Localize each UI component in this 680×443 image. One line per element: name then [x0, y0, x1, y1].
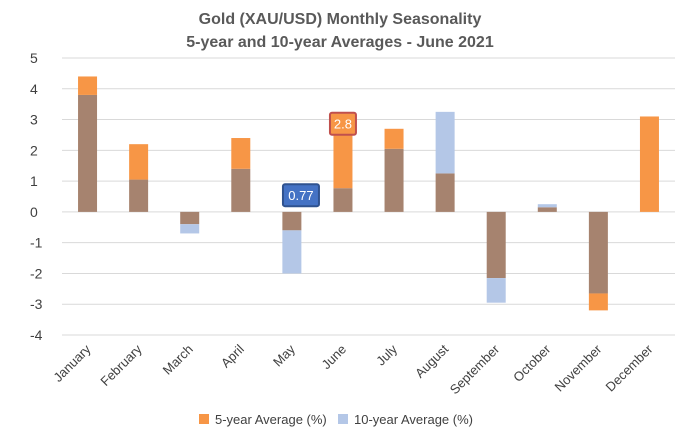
x-axis-categories: January February March April May June July Augu… — [50, 341, 656, 397]
bar-september-overlap — [486, 211, 506, 279]
annotation-box-5-year-average — [328, 111, 357, 136]
x-tick-label-october: October — [510, 341, 554, 385]
legend-label-5yr: 5-year Average (%) — [215, 412, 327, 427]
legend: 5-year Average (%) 10-year Average (%) — [199, 412, 473, 427]
x-tick-label-december: December — [603, 341, 656, 394]
bar-april-5yr — [231, 138, 251, 169]
annotations: 2.8 0.77 — [281, 111, 357, 208]
y-axis-ticks: -4 -3 -2 -1 0 1 2 3 4 5 — [30, 50, 43, 343]
bar-june-5yr — [333, 125, 353, 189]
x-tick-label-may: May — [270, 341, 298, 369]
x-tick-label-august: August — [412, 341, 451, 380]
bar-march-10yr — [180, 224, 200, 234]
bar-june-overlap — [333, 188, 353, 212]
legend-swatch-5yr — [199, 414, 209, 424]
bar-august-overlap — [435, 173, 455, 212]
bar-october-overlap — [537, 207, 557, 212]
bar-november-5yr — [588, 293, 608, 311]
y-tick-label: 5 — [30, 50, 38, 66]
bars — [78, 76, 659, 311]
y-tick-label: -4 — [30, 327, 43, 343]
bar-may-overlap — [282, 211, 302, 231]
bar-october-10yr — [537, 204, 557, 208]
bar-september-10yr — [486, 278, 506, 303]
y-tick-label: 4 — [30, 81, 38, 97]
x-tick-label-january: January — [50, 341, 94, 385]
bar-july-overlap — [384, 148, 404, 212]
bar-february-overlap — [129, 179, 149, 212]
x-tick-label-march: March — [160, 342, 196, 378]
y-tick-label: -1 — [30, 235, 43, 251]
bar-february-5yr — [129, 144, 149, 180]
bar-august-10yr — [435, 111, 455, 174]
y-tick-label: 0 — [30, 204, 38, 220]
y-tick-label: 1 — [30, 173, 38, 189]
bar-may-10yr — [282, 230, 302, 274]
x-tick-label-september: September — [447, 341, 503, 397]
annotation-box-10-year-average — [281, 183, 320, 208]
x-tick-label-april: April — [218, 341, 247, 370]
bar-january-5yr — [78, 76, 98, 95]
bar-january-overlap — [78, 94, 98, 212]
y-tick-label: 2 — [30, 142, 38, 158]
legend-label-10yr: 10-year Average (%) — [354, 412, 473, 427]
bar-april-overlap — [231, 168, 251, 212]
x-tick-label-november: November — [551, 341, 604, 394]
gridlines — [62, 57, 675, 336]
x-tick-label-february: February — [97, 341, 145, 389]
y-tick-label: -2 — [30, 265, 43, 281]
bar-march-overlap — [180, 211, 200, 225]
x-tick-label-june: June — [319, 342, 350, 373]
x-tick-label-july: July — [373, 341, 400, 368]
legend-swatch-10yr — [338, 414, 348, 424]
data-label-june-10yr: 0.77 — [288, 188, 313, 203]
y-tick-label: -3 — [30, 296, 43, 312]
chart-title: Gold (XAU/USD) Monthly Seasonality — [199, 11, 482, 28]
chart-subtitle: 5-year and 10-year Averages - June 2021 — [186, 34, 494, 51]
data-label-june-5yr: 2.8 — [334, 117, 352, 132]
y-tick-label: 3 — [30, 112, 38, 128]
bar-november-overlap — [588, 211, 608, 294]
bar-july-5yr — [384, 128, 404, 149]
bar-december-5yr — [639, 116, 659, 212]
